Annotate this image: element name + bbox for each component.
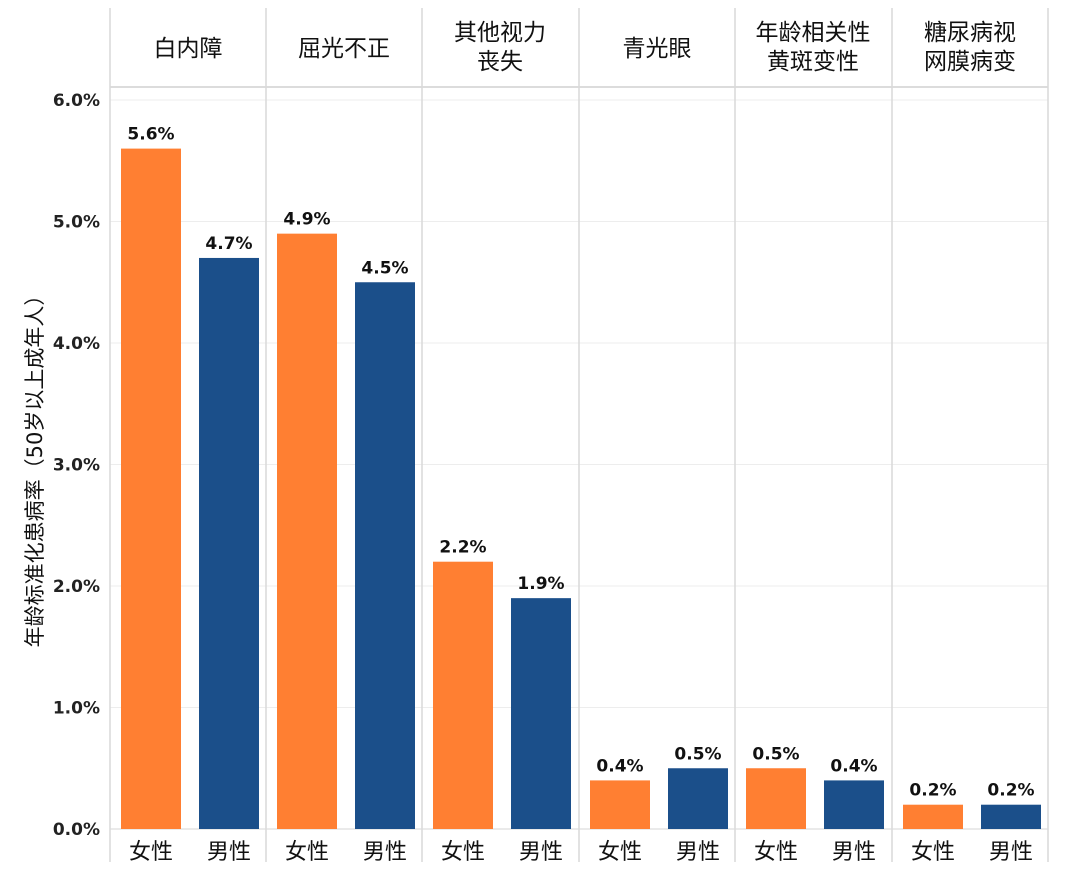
category-label-line: 丧失 — [477, 49, 523, 75]
bars-layer — [121, 148, 1041, 830]
grid-layer — [109, 8, 1049, 862]
bar-male — [824, 780, 884, 829]
y-tick-label: 2.0% — [53, 577, 100, 597]
y-tick-label: 3.0% — [53, 456, 100, 476]
bar-value-label: 0.4% — [830, 756, 877, 776]
labels-layer: 0.0% 1.0% 2.0% 3.0% 4.0% 5.0% 6.0% 白内障 5.6% 女性 4.7… — [53, 20, 1035, 865]
bar-male — [511, 598, 571, 829]
bar-value-label: 4.9% — [283, 210, 330, 230]
y-tick-label: 5.0% — [53, 213, 100, 233]
bar-value-label: 2.2% — [439, 538, 486, 558]
bar-value-label: 4.5% — [361, 258, 408, 278]
bar-female — [903, 804, 963, 829]
bar-female — [590, 780, 650, 829]
category-label: 屈光不正 — [298, 36, 390, 62]
x-tick-label: 男性 — [519, 840, 563, 865]
bar-female — [121, 148, 181, 830]
bar-male — [355, 282, 415, 829]
bar-female — [433, 561, 493, 829]
x-tick-label: 男性 — [676, 840, 720, 865]
category-label-line: 其他视力 — [454, 20, 546, 46]
bar-value-label: 0.2% — [909, 781, 956, 801]
bar-value-label: 4.7% — [205, 234, 252, 254]
bar-value-label: 0.4% — [596, 756, 643, 776]
x-tick-label: 男性 — [989, 840, 1033, 865]
y-tick-label: 6.0% — [53, 91, 100, 111]
y-axis-title-group: 年龄标准化患病率（50岁以上成年人） — [23, 285, 47, 648]
category-label: 其他视力丧失 — [454, 20, 546, 75]
category-label: 白内障 — [154, 36, 223, 62]
bar-female — [746, 768, 806, 829]
category-label-line: 网膜病变 — [924, 49, 1016, 75]
x-tick-label: 女性 — [911, 840, 955, 865]
category-label: 青光眼 — [623, 36, 692, 62]
x-tick-label: 男性 — [832, 840, 876, 865]
x-tick-label: 女性 — [754, 840, 798, 865]
bar-value-label: 5.6% — [127, 125, 174, 145]
bar-value-label: 0.5% — [674, 744, 721, 764]
x-tick-label: 女性 — [598, 840, 642, 865]
x-tick-label: 男性 — [363, 840, 407, 865]
bar-female — [277, 233, 337, 829]
category-label-line: 年龄相关性 — [756, 20, 871, 46]
bar-value-label: 1.9% — [517, 574, 564, 594]
x-tick-label: 女性 — [441, 840, 485, 865]
category-label-line: 糖尿病视 — [924, 20, 1016, 46]
x-tick-label: 女性 — [129, 840, 173, 865]
x-tick-label: 男性 — [207, 840, 251, 865]
y-tick-label: 1.0% — [53, 699, 100, 719]
y-tick-label: 4.0% — [53, 334, 100, 354]
bar-male — [199, 257, 259, 829]
bar-male — [668, 768, 728, 829]
x-tick-label: 女性 — [285, 840, 329, 865]
y-axis-title: 年龄标准化患病率（50岁以上成年人） — [23, 285, 47, 648]
category-label-line: 黄斑变性 — [767, 49, 859, 75]
category-label: 年龄相关性黄斑变性 — [756, 20, 871, 75]
y-tick-label: 0.0% — [53, 820, 100, 840]
bar-value-label: 0.2% — [987, 781, 1034, 801]
category-label: 糖尿病视网膜病变 — [924, 20, 1016, 75]
bar-male — [981, 804, 1041, 829]
bar-value-label: 0.5% — [752, 744, 799, 764]
